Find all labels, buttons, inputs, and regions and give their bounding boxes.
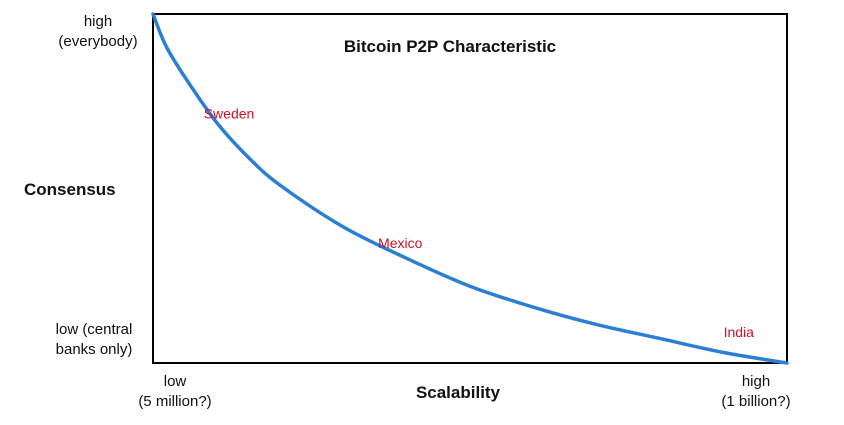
x-tick-high-line1: high <box>741 373 771 390</box>
x-tick-low-line2: (5 million?) <box>138 393 212 410</box>
y-tick-high-line1: high <box>83 13 113 30</box>
annotation-mexico: Mexico <box>378 235 423 251</box>
x-tick-low-line1: low <box>163 373 187 390</box>
y-tick-high: high (everybody) <box>40 12 156 52</box>
plot-frame <box>152 13 788 364</box>
y-tick-low: low (central banks only) <box>34 320 154 360</box>
series-line <box>151 12 789 365</box>
annotations: Sweden Mexico India <box>204 106 754 340</box>
y-tick-high-line2: (everybody) <box>58 33 138 50</box>
chart-title: Bitcoin P2P Characteristic <box>344 37 556 56</box>
x-axis-label: Scalability <box>415 383 501 402</box>
y-tick-low-line2: banks only) <box>55 341 133 358</box>
y-tick-low-line1: low (central <box>55 321 133 338</box>
x-tick-high: high (1 billion?) <box>701 372 811 412</box>
annotation-sweden: Sweden <box>204 106 255 122</box>
y-axis-label: Consensus <box>24 180 116 199</box>
annotation-india: India <box>724 324 755 340</box>
x-tick-low: low (5 million?) <box>120 372 230 412</box>
x-tick-high-line2: (1 billion?) <box>721 393 791 410</box>
